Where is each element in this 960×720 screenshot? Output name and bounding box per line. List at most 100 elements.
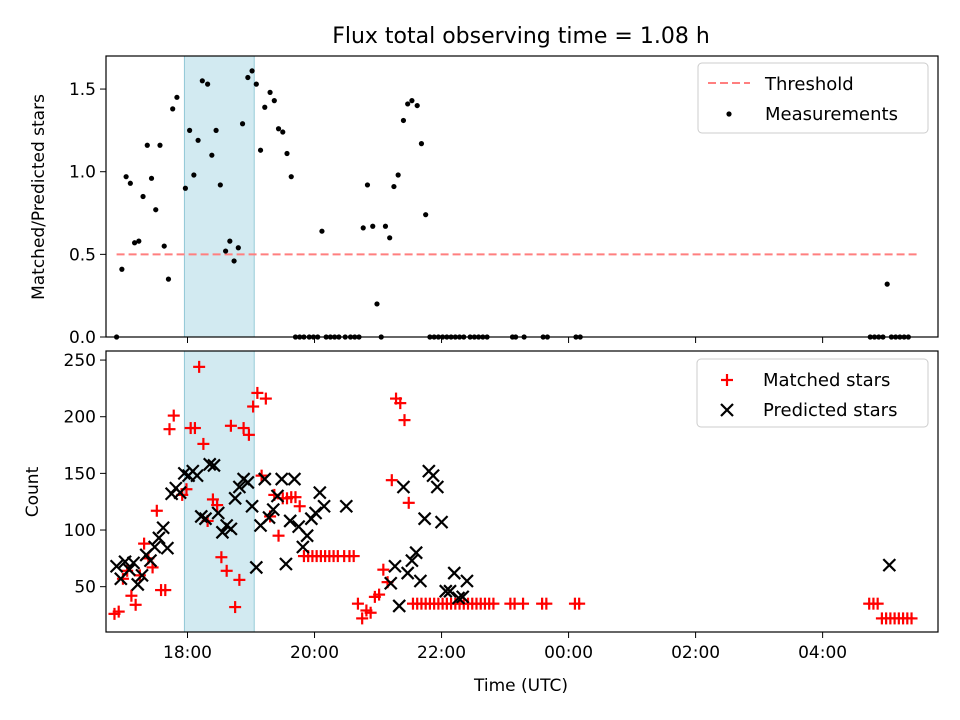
threshold-legend-label: Threshold [764, 74, 854, 95]
matched-star-point [167, 409, 180, 422]
measurement-point [387, 235, 393, 241]
measurement-point [161, 243, 167, 249]
observing-span [183, 55, 255, 338]
predicted-star-point [156, 520, 170, 535]
predicted-star-point [405, 553, 419, 568]
predicted-star-point [409, 545, 423, 560]
predicted-star-point [249, 560, 264, 575]
measurement-point [284, 150, 290, 157]
matched-legend-label: Matched stars [763, 370, 890, 391]
matched-star-point [871, 597, 884, 610]
measurement-point [187, 127, 193, 133]
measurement-point [257, 147, 264, 153]
matched-legend-swatch [721, 374, 733, 386]
measurement-point [360, 225, 366, 231]
x-tick-label: 02:00 [671, 643, 720, 663]
measurement-point [157, 142, 163, 148]
predicted-star-point [207, 458, 221, 473]
measurement-point [174, 94, 180, 100]
bottom-y-ticks: 50 100 150 200 250 [64, 351, 106, 598]
x-tick-label: 20:00 [290, 643, 339, 663]
matched-star-point [242, 428, 255, 441]
predicted-star-point [258, 472, 272, 486]
measurement-point [423, 212, 429, 218]
predicted-star-point [308, 506, 323, 520]
predicted-star-point [455, 590, 470, 604]
predicted-star-point [296, 540, 310, 554]
measurement-point [199, 78, 205, 84]
predicted-star-point [439, 584, 453, 598]
predicted-star-point [245, 499, 259, 514]
predicted-star-point [160, 541, 175, 555]
matched-star-point [377, 563, 390, 576]
matched-star-point [402, 496, 415, 509]
bottom-axes-frame [105, 350, 939, 633]
measurement-point [884, 281, 890, 287]
measurement-point [127, 180, 133, 186]
matched-star-point [905, 612, 918, 625]
measurement-point [382, 223, 389, 229]
bottom-y-tick-label: 50 [74, 578, 96, 598]
measurement-point [182, 185, 188, 191]
measurement-point [148, 175, 155, 181]
predicted-star-point [215, 525, 230, 540]
predicted-star-point [198, 511, 213, 526]
measurement-point [209, 152, 215, 158]
matched-star-point [129, 598, 142, 611]
predicted-star-point [430, 480, 445, 494]
predicted-star-point [270, 489, 285, 503]
measurement-point [400, 117, 407, 124]
predicted-star-point [135, 568, 149, 583]
measurement-point [280, 129, 286, 135]
predicted-star-point [152, 531, 166, 545]
predicted-star-point [147, 540, 162, 554]
chart-title: Flux total observing time = 1.08 h [332, 24, 710, 49]
predicted-star-point [279, 557, 293, 571]
top-x-ticks [187, 337, 824, 343]
top-y-tick-label: 0.5 [69, 245, 96, 265]
predicted-star-point [224, 522, 238, 536]
predicted-star-point [232, 480, 247, 494]
predicted-star-point [417, 511, 432, 526]
measurement-point [235, 245, 241, 251]
bottom-y-tick-label: 150 [64, 464, 96, 484]
predicted-star-point [266, 502, 281, 517]
predicted-star-point [122, 562, 137, 577]
predicted-star-point [173, 485, 187, 500]
predicted-star-point [313, 485, 327, 500]
matched-star-point [220, 564, 233, 577]
measurement-point [123, 174, 129, 180]
measurement-point [119, 266, 125, 272]
measurement-point [364, 182, 371, 188]
top-y-ticks: 0.0 0.5 1.0 1.5 [69, 80, 106, 348]
matched-star-point [517, 597, 530, 610]
matched-star-point [351, 597, 364, 610]
bottom-x-ticks: 18:00 20:00 22:00 00:00 02:00 04:00 [163, 632, 847, 663]
bottom-y-tick-label: 250 [64, 351, 96, 371]
predicted-star-point [396, 480, 411, 494]
matched-star-point [188, 422, 201, 435]
matched-star-point [398, 414, 411, 427]
matched-star-point [293, 500, 306, 513]
measurement-point [374, 301, 380, 307]
matched-star-point [224, 419, 237, 432]
measurement-point [395, 172, 401, 178]
matched-star-point [373, 588, 386, 601]
predicted-star-point [241, 475, 255, 490]
matched-star-point [211, 499, 224, 512]
measurement-point [275, 126, 282, 132]
predicted-star-point [388, 559, 402, 574]
matched-star-point [237, 422, 250, 435]
measurement-point [213, 127, 219, 133]
top-legend: Threshold Measurements [697, 62, 929, 134]
predicted-star-point [460, 574, 474, 588]
bottom-y-tick-label: 100 [64, 521, 96, 541]
measurement-point [131, 240, 138, 246]
measurement-point [288, 174, 294, 180]
measurement-point [165, 276, 172, 282]
measurement-point [418, 141, 425, 147]
matched-star-point [193, 360, 206, 373]
measurement-point [217, 182, 223, 188]
predicted-star-point [383, 576, 398, 591]
predicted-star-point [882, 558, 897, 572]
